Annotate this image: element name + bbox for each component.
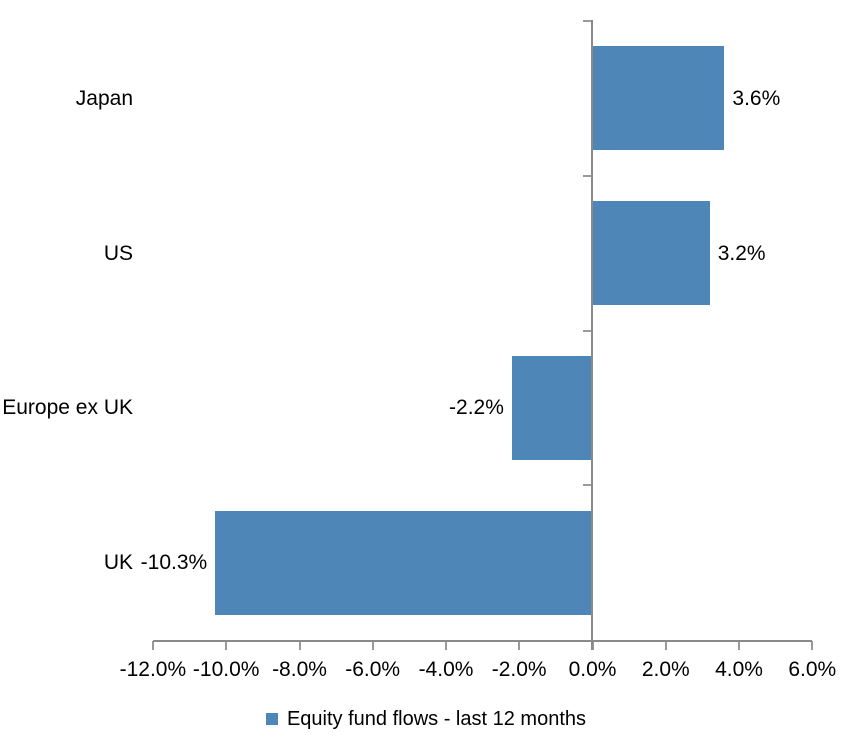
x-tick-label: -4.0% <box>418 658 474 681</box>
x-tick-label: -8.0% <box>272 658 327 681</box>
value-label: 3.2% <box>717 241 766 265</box>
category-label: US <box>103 241 133 265</box>
bar <box>215 510 593 615</box>
x-tick-label: 6.0% <box>788 658 837 681</box>
x-tick-label: -2.0% <box>491 658 547 681</box>
category-axis-tick <box>583 329 591 332</box>
bar <box>511 355 593 460</box>
x-tick-label: -12.0% <box>119 658 187 681</box>
x-axis-line <box>152 640 813 642</box>
x-axis-tick <box>298 641 301 650</box>
x-axis-tick <box>664 641 667 650</box>
x-axis-tick <box>518 641 521 650</box>
category-label: Europe ex UK <box>2 396 133 420</box>
value-label: -10.3% <box>140 551 208 575</box>
x-axis-tick <box>738 641 740 650</box>
category-label: UK <box>103 551 133 575</box>
x-axis-tick <box>371 641 374 650</box>
x-axis-tick <box>811 641 814 650</box>
x-axis-tick <box>151 641 154 650</box>
x-tick-label: -6.0% <box>345 658 401 681</box>
x-tick-label: 0.0% <box>568 658 617 681</box>
value-label: 3.6% <box>732 86 781 110</box>
x-tick-label: 4.0% <box>715 658 763 681</box>
bar <box>592 46 725 151</box>
legend: Equity fund flows - last 12 months <box>0 704 852 734</box>
legend-label: Equity fund flows - last 12 months <box>286 707 587 730</box>
value-label: -2.2% <box>449 396 504 420</box>
x-axis-tick <box>225 641 228 650</box>
category-axis-tick <box>583 20 591 22</box>
bar <box>592 201 710 306</box>
category-axis-tick <box>583 174 591 177</box>
legend-color-swatch <box>265 713 278 725</box>
x-tick-label: 2.0% <box>641 658 690 681</box>
y-axis-line <box>591 20 593 650</box>
x-tick-label: -10.0% <box>192 658 260 681</box>
x-axis-tick <box>445 641 447 650</box>
category-axis-tick <box>583 484 591 487</box>
category-label: Japan <box>75 86 133 110</box>
